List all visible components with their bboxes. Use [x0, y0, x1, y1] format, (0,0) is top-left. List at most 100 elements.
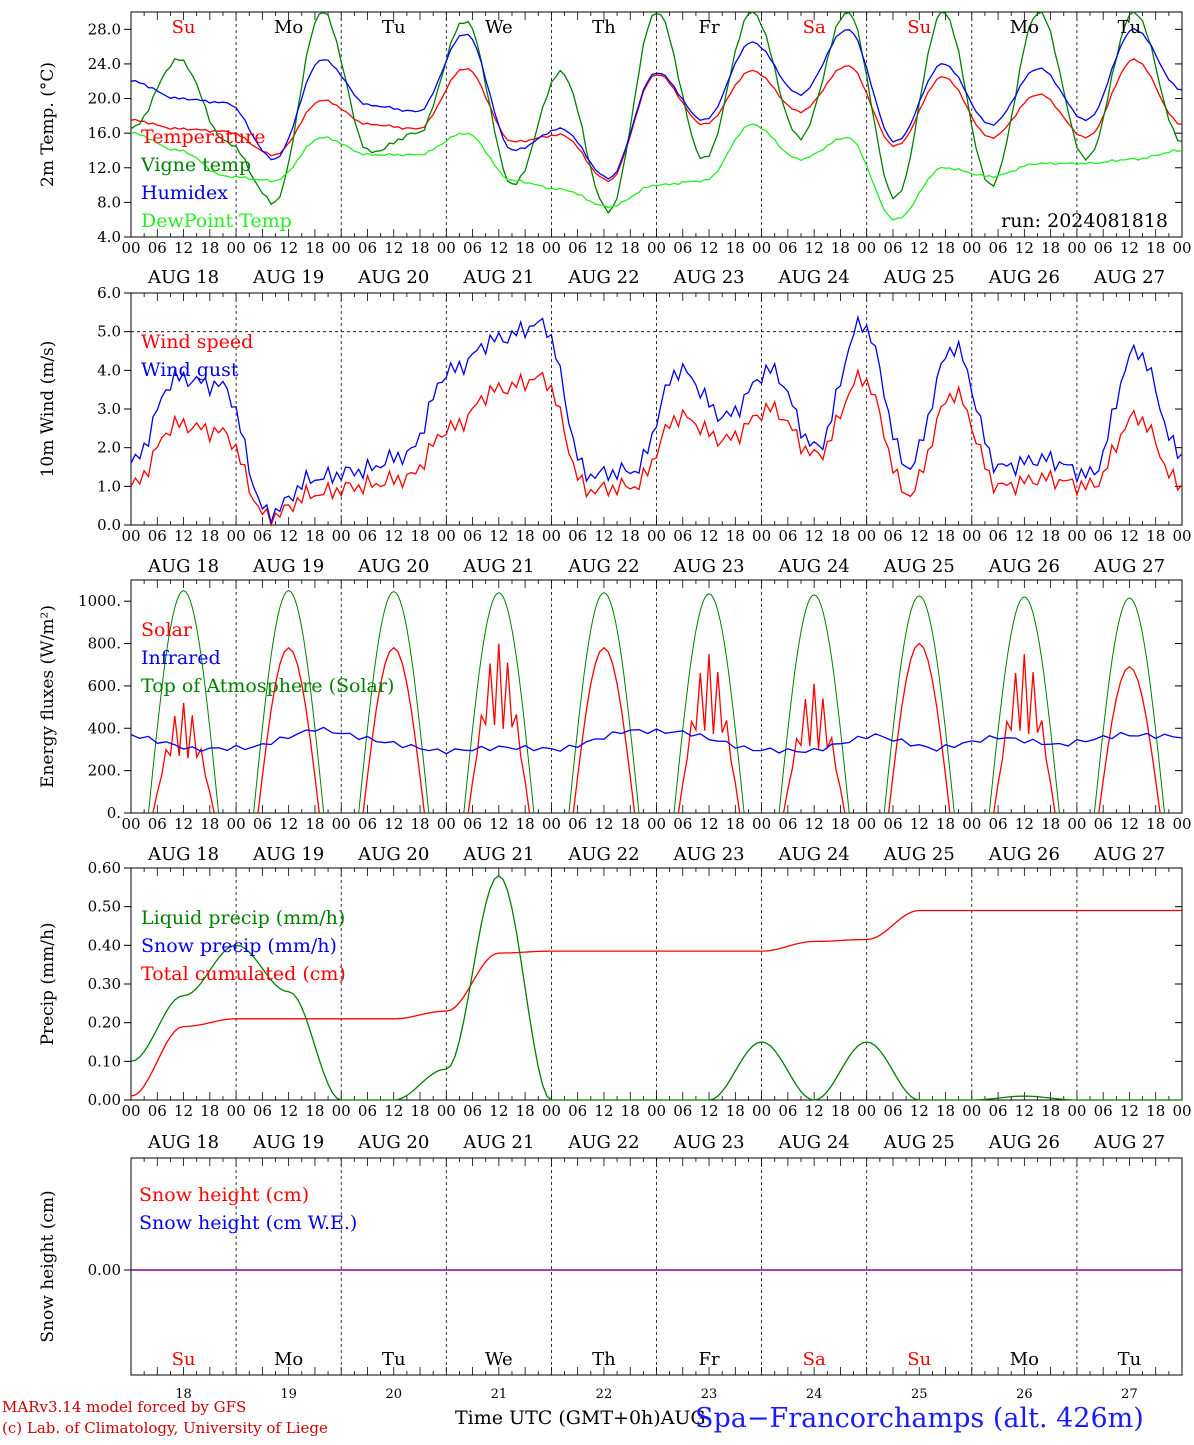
hour-tick-label: 18: [200, 1102, 219, 1120]
hour-tick-label: 00: [437, 239, 456, 257]
series-line-toa-solar: [673, 593, 745, 814]
hour-tick-label: 06: [358, 239, 377, 257]
hour-tick-label: 00: [962, 815, 981, 833]
hour-tick-label: 00: [227, 1102, 246, 1120]
y-tick-label: 28.0: [88, 20, 121, 38]
day-number-label: 25: [911, 1387, 928, 1402]
legend-entry: Top of Atmosphere (Solar): [141, 675, 394, 697]
panel-4: 00 06 12 18 00 06 12 18 00 06 12 18 00 06 12 18 00 06 12 18…: [38, 859, 1192, 1153]
weekday-label: Su: [172, 17, 196, 38]
hour-tick-label: 06: [883, 239, 902, 257]
hour-tick-label: 18: [1041, 239, 1060, 257]
hour-tick-label: 12: [489, 815, 508, 833]
date-label: AUG 25: [883, 267, 955, 288]
day-number-label: 26: [1016, 1387, 1033, 1402]
legend-entry: Total cumulated (cm): [141, 963, 346, 985]
hour-tick-label: 18: [726, 527, 745, 545]
day-number-label: 19: [280, 1387, 297, 1402]
hour-tick-label: 00: [227, 239, 246, 257]
date-label: AUG 19: [252, 844, 324, 865]
hour-tick-label: 00: [437, 527, 456, 545]
hour-tick-label: 12: [700, 527, 719, 545]
date-label: AUG 23: [672, 844, 744, 865]
day-number-label: 22: [596, 1387, 613, 1402]
hour-tick-label: 12: [910, 815, 929, 833]
hour-tick-label: 06: [463, 239, 482, 257]
weekday-label: Tu: [382, 1349, 406, 1370]
hour-tick-label: 06: [568, 815, 587, 833]
hour-tick-label: 06: [463, 527, 482, 545]
date-label: AUG 21: [462, 556, 534, 577]
footer-credit-line2: (c) Lab. of Climatology, University of L…: [2, 1419, 328, 1437]
hour-tick-label: 12: [489, 239, 508, 257]
hour-tick-label: 12: [1015, 1102, 1034, 1120]
hour-tick-label: 00: [857, 1102, 876, 1120]
hour-tick-label: 12: [1120, 815, 1139, 833]
hour-tick-label: 06: [358, 815, 377, 833]
hour-tick-label: 18: [410, 815, 429, 833]
legend-entry: Snow height (cm): [139, 1184, 309, 1206]
hour-tick-label: 00: [857, 239, 876, 257]
hour-tick-label: 06: [778, 239, 797, 257]
hour-tick-label: 18: [831, 527, 850, 545]
hour-tick-label: 12: [805, 239, 824, 257]
date-label: AUG 18: [147, 267, 219, 288]
y-tick-label: 0.30: [88, 975, 121, 993]
hour-tick-label: 00: [752, 1102, 771, 1120]
weekday-label: Su: [172, 1349, 196, 1370]
hour-tick-label: 12: [489, 527, 508, 545]
hour-tick-label: 00: [962, 1102, 981, 1120]
panel-1: 00 06 12 18 00 06 12 18 00 06 12 18 00 06 12 18 00 06 12 18…: [38, 11, 1192, 288]
hour-tick-label: 00: [1067, 527, 1086, 545]
run-annotation: run: 2024081818: [1001, 210, 1168, 232]
y-tick-label: 8.0: [97, 193, 121, 211]
hour-tick-label: 00: [1172, 815, 1191, 833]
hour-tick-label: 12: [594, 815, 613, 833]
footer-time-label: Time UTC (GMT+0h)AUG: [455, 1407, 706, 1429]
series-line-toa-solar: [463, 592, 535, 814]
hour-tick-label: 12: [1120, 239, 1139, 257]
hour-tick-label: 18: [410, 527, 429, 545]
hour-tick-label: 12: [910, 239, 929, 257]
hour-tick-label: 12: [700, 1102, 719, 1120]
date-label: AUG 19: [252, 556, 324, 577]
day-number-label: 23: [701, 1387, 718, 1402]
hour-tick-label: 18: [516, 239, 535, 257]
weekday-label: Th: [592, 1349, 616, 1370]
hour-tick-label: 18: [726, 815, 745, 833]
legend-entry: Liquid precip (mm/h): [141, 907, 345, 929]
date-label: AUG 18: [147, 844, 219, 865]
legend-entry: Snow precip (mm/h): [141, 935, 337, 957]
series-line-infrared: [130, 726, 1183, 755]
hour-tick-label: 12: [1120, 1102, 1139, 1120]
date-label: AUG 21: [462, 844, 534, 865]
date-label: AUG 24: [778, 1132, 850, 1153]
hour-tick-label: 00: [332, 239, 351, 257]
date-label: AUG 18: [147, 1132, 219, 1153]
y-tick-label: 6.0: [97, 284, 121, 302]
hour-tick-label: 00: [121, 527, 140, 545]
hour-tick-label: 12: [594, 239, 613, 257]
y-tick-label: 400.: [88, 719, 121, 737]
y-tick-label: 0.00: [88, 1091, 121, 1109]
hour-tick-label: 12: [805, 815, 824, 833]
hour-tick-label: 18: [621, 1102, 640, 1120]
date-label: AUG 27: [1093, 556, 1165, 577]
hour-tick-label: 06: [463, 1102, 482, 1120]
series-line-liquid-precip-mm-h-: [130, 874, 1182, 1101]
hour-tick-label: 06: [883, 527, 902, 545]
hour-tick-label: 18: [621, 239, 640, 257]
hour-tick-label: 06: [673, 815, 692, 833]
hour-tick-label: 18: [200, 239, 219, 257]
series-line-solar: [1098, 665, 1161, 814]
legend-entry: Solar: [141, 619, 193, 641]
series-line-wind-gust: [130, 314, 1183, 526]
weekday-label: Th: [592, 17, 616, 38]
hour-tick-label: 06: [253, 815, 272, 833]
y-tick-label: 0.50: [88, 898, 121, 916]
hour-tick-label: 12: [279, 239, 298, 257]
hour-tick-label: 18: [831, 239, 850, 257]
hour-tick-label: 00: [1067, 815, 1086, 833]
hour-tick-label: 06: [989, 1102, 1008, 1120]
